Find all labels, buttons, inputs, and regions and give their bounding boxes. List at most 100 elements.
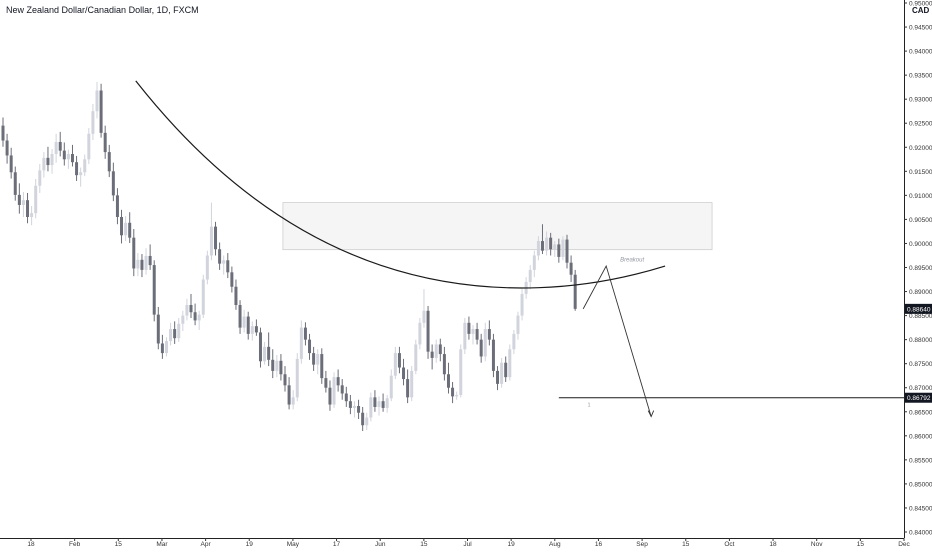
candle-body	[242, 316, 246, 328]
candle-body	[21, 200, 25, 205]
candle-body	[328, 387, 332, 405]
candle-body	[181, 315, 185, 324]
y-tick-label: 0.94000	[909, 49, 932, 56]
candle-body	[352, 406, 356, 408]
candle-body	[381, 401, 385, 408]
candle-body	[287, 385, 291, 405]
price-label: 0.86792	[907, 395, 931, 402]
candle-body	[38, 170, 42, 186]
candle-body	[393, 353, 397, 376]
candle-body	[42, 157, 46, 171]
candle-body	[357, 406, 361, 413]
candle-body	[103, 132, 107, 153]
candle-body	[107, 152, 111, 172]
wave-label: 1	[587, 403, 590, 409]
candle-body	[83, 159, 87, 173]
candle-body	[426, 310, 430, 352]
candle-body	[1, 125, 5, 141]
x-tick-label: 18	[769, 541, 777, 548]
y-tick-label: 0.84000	[909, 530, 932, 537]
candle-body	[545, 237, 549, 251]
candle-body	[438, 344, 442, 355]
candle-body	[295, 358, 299, 398]
candle-body	[442, 354, 446, 375]
candle-body	[177, 323, 181, 339]
candle-body	[75, 162, 79, 176]
candle-body	[148, 255, 152, 266]
y-tick-label: 0.92000	[909, 145, 932, 152]
candle-body	[246, 316, 250, 334]
candle-body	[500, 362, 504, 384]
y-tick-label: 0.87500	[909, 361, 932, 368]
x-tick-label: Sep	[636, 541, 648, 548]
candle-body	[5, 140, 9, 156]
candle-body	[201, 279, 205, 315]
candle-body	[516, 315, 520, 334]
y-tick-label: 0.93500	[909, 73, 932, 80]
candle-body	[128, 222, 132, 238]
y-tick-label: 0.95000	[909, 1, 932, 8]
x-tick-label: 18	[27, 541, 35, 548]
price-label-bg	[905, 392, 932, 403]
y-tick-label: 0.92500	[909, 121, 932, 128]
y-tick-label: 0.94500	[909, 25, 932, 32]
x-tick-label: 19	[246, 541, 254, 548]
candle-body	[406, 379, 410, 398]
candle-body	[320, 354, 324, 379]
y-tick-label: 0.91000	[909, 193, 932, 200]
candle-body	[402, 367, 406, 380]
candle-body	[410, 370, 414, 398]
candle-body	[487, 329, 491, 340]
candle-body	[303, 327, 307, 340]
price-label-bg	[905, 303, 932, 314]
candle-body	[160, 343, 164, 354]
x-tick-label: Apr	[201, 541, 212, 548]
y-tick-label: 0.90500	[909, 217, 932, 224]
y-tick-label: 0.88000	[909, 337, 932, 344]
candle-body	[455, 394, 459, 397]
candle-body	[222, 260, 226, 264]
candle-body	[446, 374, 450, 388]
x-tick-label: Mar	[156, 541, 168, 548]
candle-body	[230, 272, 234, 287]
candle-body	[26, 200, 30, 218]
candle-body	[66, 154, 70, 160]
x-tick-label: Jul	[463, 541, 472, 548]
candle-body	[91, 111, 95, 134]
candle-body	[434, 344, 438, 358]
candle-body	[365, 417, 369, 426]
candle-body	[340, 385, 344, 394]
candle-body	[422, 310, 426, 323]
candle-body	[430, 351, 434, 358]
candle-body	[389, 375, 393, 399]
candle-body	[70, 154, 74, 163]
candle-body	[156, 314, 160, 344]
candle-body	[508, 349, 512, 378]
y-tick-label: 0.85500	[909, 457, 932, 464]
candle-body	[512, 333, 516, 350]
candle-body	[348, 401, 352, 408]
breakout-label: Breakout	[620, 258, 644, 264]
candle-body	[205, 255, 209, 280]
rounded-bottom-curve	[135, 80, 666, 289]
candle-body	[30, 213, 34, 218]
y-tick-label: 0.86500	[909, 409, 932, 416]
candle-body	[377, 401, 381, 407]
projection-arrowhead	[647, 410, 655, 418]
candle-body	[79, 172, 83, 176]
candle-body	[185, 305, 189, 316]
candle-body	[189, 305, 193, 313]
candle-body	[218, 249, 222, 264]
candle-body	[87, 133, 91, 160]
y-tick-label: 0.89500	[909, 265, 932, 272]
candle-body	[144, 255, 148, 270]
candle-body	[573, 274, 577, 309]
candle-body	[312, 353, 316, 365]
y-tick-label: 0.86000	[909, 433, 932, 440]
candle-body	[50, 154, 54, 166]
candle-body	[9, 155, 13, 173]
candle-body	[565, 239, 569, 263]
candle-body	[373, 397, 377, 407]
candle-body	[291, 397, 295, 405]
candle-body	[234, 286, 238, 306]
